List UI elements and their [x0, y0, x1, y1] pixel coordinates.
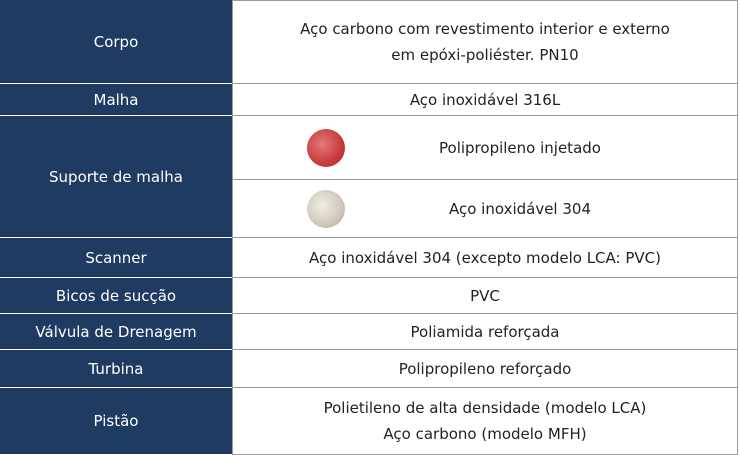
value-line: Polipropileno reforçado: [398, 359, 572, 378]
row-label: Bicos de sucção: [0, 278, 232, 314]
row-value: Aço carbono com revestimento interior e …: [232, 0, 738, 84]
material-swatch: [307, 129, 345, 167]
value-line: Poliamida reforçada: [410, 322, 560, 341]
value-line: Aço carbono com revestimento interior e …: [300, 20, 670, 38]
value-line: PVC: [470, 286, 500, 305]
row-value: Aço inoxidável 316L: [232, 84, 738, 116]
value-line: Aço inoxidável 304 (excepto modelo LCA: …: [309, 248, 661, 267]
option-value: Aço inoxidável 304: [232, 180, 738, 238]
value-line: Polietileno de alta densidade (modelo LC…: [323, 399, 647, 417]
row-label: Válvula de Drenagem: [0, 314, 232, 350]
material-swatch: [307, 190, 345, 228]
row-value: PVC: [232, 278, 738, 314]
row-label: Corpo: [0, 0, 232, 84]
row-label: Turbina: [0, 350, 232, 388]
row-label: Pistão: [0, 388, 232, 455]
row-label: Scanner: [0, 238, 232, 278]
row-value: Poliamida reforçada: [232, 314, 738, 350]
row-value: Polietileno de alta densidade (modelo LC…: [232, 388, 738, 455]
row-value: Aço inoxidável 304 (excepto modelo LCA: …: [232, 238, 738, 278]
value-line: Aço carbono (modelo MFH): [383, 425, 587, 443]
value-line: Aço inoxidável 316L: [409, 90, 561, 109]
row-label: Malha: [0, 84, 232, 116]
row-value: Polipropileno reforçado: [232, 350, 738, 388]
value-line: em epóxi-poliéster. PN10: [391, 46, 579, 64]
option-value: Polipropileno injetado: [232, 116, 738, 180]
row-label: Suporte de malha: [0, 116, 232, 238]
